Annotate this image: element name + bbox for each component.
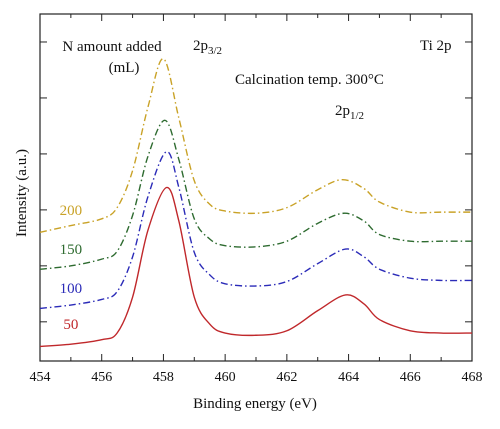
series-label-200: 200 <box>60 203 83 219</box>
x-axis-label: Binding energy (eV) <box>193 396 317 412</box>
x-tick-label: 462 <box>276 370 297 385</box>
plot-frame <box>39 13 473 362</box>
series-line-150 <box>39 119 472 270</box>
peak-label-2p1-2: 2p1/2 <box>335 103 364 122</box>
axis-ticks <box>39 14 473 361</box>
series-labels: 200 150 100 50 <box>60 203 83 333</box>
series-label-50: 50 <box>63 317 78 333</box>
x-tick-label: 466 <box>400 370 421 385</box>
series-line-50 <box>39 186 473 348</box>
peak-label-2p3-2: 2p3/2 <box>193 38 222 57</box>
x-tick-label: 468 <box>462 370 483 385</box>
x-tick-label: 464 <box>338 370 359 385</box>
legend-title-line1: N amount added <box>62 39 162 55</box>
series-line-100 <box>39 150 473 310</box>
element-label: Ti 2p <box>420 38 452 54</box>
x-tick-label: 456 <box>91 370 112 385</box>
y-axis-label: Intensity (a.u.) <box>14 149 30 237</box>
condition-label: Calcination temp. 300°C <box>235 72 384 88</box>
x-tick-label: 454 <box>30 370 51 385</box>
series-layer <box>39 58 473 348</box>
x-tick-labels: 454 456 458 460 462 464 466 468 <box>30 370 483 385</box>
x-tick-label: 458 <box>153 370 174 385</box>
series-label-100: 100 <box>60 281 83 297</box>
x-tick-label: 460 <box>215 370 236 385</box>
legend-title-line2: (mL) <box>109 60 140 76</box>
series-label-150: 150 <box>60 242 83 258</box>
